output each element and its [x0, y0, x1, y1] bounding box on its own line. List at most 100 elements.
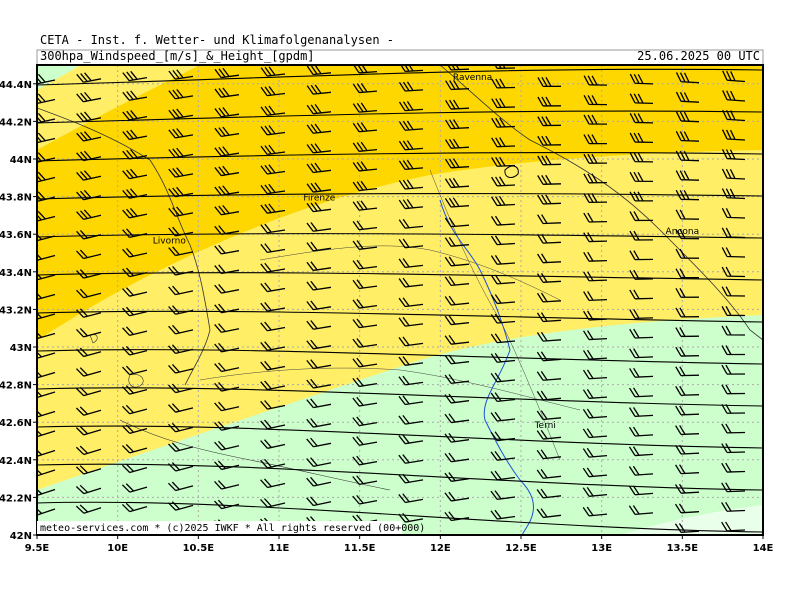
lon-tick-label: 12E: [430, 543, 451, 554]
wind-barb: [398, 81, 424, 92]
wind-barb: [490, 235, 516, 246]
wind-barb: [583, 134, 607, 145]
wind-barb: [122, 287, 148, 297]
wind-barb: [721, 305, 746, 317]
wind-barb: [398, 120, 424, 131]
wind-barb: [490, 195, 516, 207]
wind-barb: [582, 447, 608, 458]
wind-barb: [352, 180, 378, 192]
wind-barb: [675, 150, 700, 162]
wind-barb: [260, 223, 286, 234]
wind-band-pale-corner: [620, 505, 763, 535]
wind-barb: [675, 170, 700, 181]
wind-barb: [721, 345, 745, 356]
wind-barb: [675, 405, 700, 416]
wind-barb: [168, 364, 194, 374]
lon-tick-label: 9.5E: [25, 543, 50, 554]
wind-barb: [122, 207, 148, 219]
wind-barb: [398, 258, 424, 268]
wind-barb: [352, 220, 378, 231]
wind-barb: [121, 463, 148, 474]
wind-barb: [628, 426, 654, 437]
wind-barb: [306, 241, 332, 252]
wind-barb: [629, 191, 654, 202]
wind-barb: [675, 366, 700, 377]
wind-barb: [582, 369, 608, 380]
wind-barb: [398, 218, 424, 229]
wind-barb: [214, 185, 240, 196]
height-contour-line: [37, 193, 763, 200]
height-contour-line: [37, 68, 763, 86]
wind-band-light-top: [37, 65, 200, 150]
wind-barb: [306, 104, 332, 115]
wind-barb: [122, 247, 148, 258]
wind-barbs: [37, 65, 746, 535]
wind-barb: [445, 99, 470, 110]
wind-barb: [628, 465, 654, 476]
wind-barb: [537, 155, 562, 166]
wind-barb: [168, 147, 194, 159]
wind-barb: [260, 85, 286, 97]
wind-barb: [398, 140, 424, 151]
wind-barb: [122, 168, 148, 180]
wind-barb: [629, 309, 654, 320]
wind-barb: [121, 483, 148, 493]
wind-barb: [167, 481, 194, 492]
wind-barb: [583, 153, 608, 164]
wind-barb: [582, 349, 608, 360]
wind-barb: [306, 476, 332, 487]
height-contours: [37, 68, 763, 533]
wind-barb: [398, 238, 424, 249]
wind-barb: [629, 171, 654, 183]
wind-barb: [352, 122, 378, 133]
wind-barb: [260, 380, 286, 391]
wind-barb: [721, 364, 746, 375]
wind-barb: [398, 493, 424, 504]
wind-barb: [306, 162, 332, 174]
wind-barb: [306, 339, 332, 350]
wind-barb: [260, 360, 286, 371]
lon-tick-label: 10E: [107, 543, 128, 554]
wind-barb: [490, 294, 516, 305]
wind-barb: [537, 194, 562, 205]
wind-barb: [352, 259, 378, 270]
wind-barb: [721, 168, 746, 180]
wind-barb: [168, 128, 194, 139]
wind-barb: [628, 407, 654, 418]
wind-barb: [168, 69, 194, 80]
wind-barb: [75, 445, 102, 456]
wind-barb: [122, 149, 148, 160]
lat-tick-label: 42.8N: [0, 381, 32, 392]
wind-barb: [582, 487, 608, 497]
wind-barb: [352, 298, 378, 309]
wind-barb: [306, 359, 332, 370]
wind-barb: [444, 236, 470, 247]
wind-barb: [675, 72, 700, 84]
wind-barb: [490, 470, 516, 481]
lat-tick-label: 42.6N: [0, 418, 32, 429]
wind-barb: [352, 318, 378, 329]
wind-barb: [721, 266, 746, 278]
wind-barb: [444, 334, 470, 345]
wind-barb: [444, 177, 470, 189]
wind-barb: [536, 273, 562, 283]
lat-tick-label: 42.2N: [0, 493, 32, 504]
wind-barb: [260, 439, 286, 449]
wind-barb: [37, 152, 56, 163]
wind-barb: [352, 279, 378, 290]
wind-barb: [536, 331, 562, 342]
wind-barb: [352, 494, 378, 505]
wind-barb: [675, 385, 700, 396]
wind-barb: [721, 207, 746, 219]
wind-barb: [629, 289, 654, 300]
wind-barb: [398, 198, 424, 210]
lon-tick-label: 13.5E: [667, 543, 699, 554]
wind-barb: [306, 201, 332, 213]
wind-barb: [75, 328, 102, 338]
wind-barb: [629, 73, 654, 85]
wind-barb: [490, 392, 516, 403]
lon-tick-label: 10.5E: [183, 543, 215, 554]
wind-barb: [352, 102, 378, 113]
wind-barb: [398, 159, 424, 171]
